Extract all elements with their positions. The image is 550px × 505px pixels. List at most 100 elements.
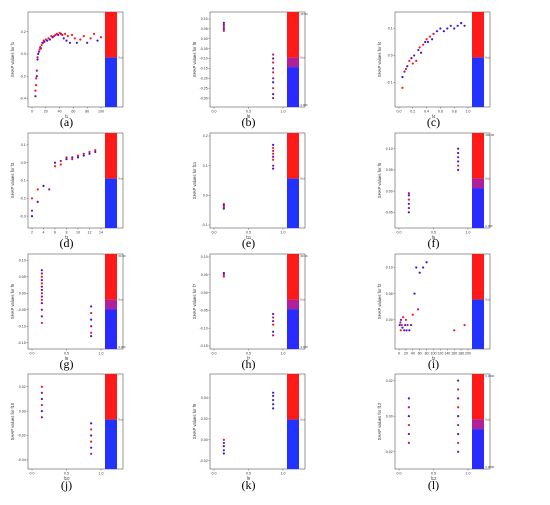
data-point — [407, 198, 410, 201]
data-point — [222, 25, 225, 28]
panel-8: f(x) 30.00 3.000 0.0 0.5 1.0 0.10 0.05 0.00 -0.05… — [192, 253, 308, 371]
y-axis-label: SHAP values for f12 — [377, 402, 382, 440]
y-tick-label: 0.00 — [201, 37, 208, 41]
x-tick-label: 8 — [66, 231, 68, 235]
data-point — [82, 154, 85, 157]
colorbar-low — [105, 419, 117, 469]
data-point — [457, 388, 460, 391]
y-tick-label: 0.10 — [19, 258, 26, 262]
data-point — [405, 329, 408, 332]
x-tick-label: 1.0 — [281, 352, 286, 356]
data-point — [90, 335, 93, 338]
x-axis-label: f11 — [246, 235, 252, 240]
y-tick-label: -0.1 — [202, 223, 208, 227]
data-point — [222, 441, 225, 445]
y-tick-label: 0.10 — [201, 255, 208, 259]
data-point — [40, 278, 43, 282]
colorbar-low — [105, 178, 117, 228]
x-tick-label: 1.0 — [281, 472, 286, 476]
x-tick-label: 0.0 — [30, 472, 35, 476]
data-point — [222, 23, 225, 26]
colorbar-low — [287, 419, 299, 469]
x-tick-label: 0 — [31, 110, 33, 114]
data-point — [53, 161, 57, 164]
data-point — [407, 211, 410, 214]
plot-frame — [209, 132, 306, 229]
y-tick-label: 0.10 — [201, 17, 208, 21]
colorbar-high — [105, 254, 117, 300]
data-point — [76, 156, 80, 159]
data-point — [413, 292, 416, 295]
colorbar-label: f(x) — [119, 177, 123, 181]
x-tick-label: 1.0 — [281, 231, 286, 235]
data-point — [457, 432, 460, 436]
y-axis-label: SHAP values for f1 — [10, 41, 15, 77]
x-tick-label: 0.5 — [246, 352, 251, 356]
x-axis-label: f10 — [64, 476, 70, 481]
data-point — [272, 146, 275, 149]
x-tick-label: 1.0 — [466, 472, 471, 476]
data-point — [94, 150, 97, 154]
y-tick-label: 0.04 — [201, 396, 208, 400]
data-point — [422, 266, 425, 269]
data-point — [89, 37, 92, 40]
y-tick-label: 0.05 — [386, 292, 393, 296]
data-point — [457, 151, 460, 155]
data-point — [442, 30, 445, 33]
data-point — [57, 33, 60, 37]
x-tick-label: 0.0 — [212, 472, 217, 476]
data-point — [40, 315, 43, 318]
data-point — [272, 164, 275, 167]
data-point — [90, 428, 93, 431]
y-tick-label: -0.25 — [200, 86, 208, 90]
plot-frame — [27, 11, 124, 108]
y-tick-label: 0.05 — [19, 275, 26, 279]
x-tick-label: 0.4 — [424, 110, 429, 114]
data-point — [93, 32, 96, 36]
x-tick-label: 100 — [431, 352, 437, 356]
x-tick-label: 0.2 — [410, 110, 415, 114]
panel-label: (b) — [242, 115, 256, 129]
colorbar-high — [287, 12, 299, 58]
data-point — [90, 452, 93, 455]
y-tick-label: -0.20 — [200, 76, 208, 80]
panel-1: f(x) 0 20 40 60 80 100 -0.4 -0.2 0.0 0.2 f1 SHAP val… — [10, 11, 124, 129]
data-point — [446, 27, 449, 30]
data-point — [431, 38, 434, 41]
y-tick-label: -0.05 — [18, 308, 26, 312]
data-point — [73, 37, 76, 40]
y-tick-label: 0.0 — [21, 161, 26, 165]
y-tick-label: 0.00 — [19, 291, 26, 295]
colorbar-tick-bottom: 3.000 — [301, 345, 308, 349]
y-tick-label: -0.10 — [200, 57, 208, 61]
data-point — [272, 330, 275, 333]
data-point — [406, 65, 409, 68]
panel-label: (e) — [242, 236, 255, 250]
plot-frame — [394, 373, 491, 470]
x-tick-label: 0.0 — [397, 472, 402, 476]
panel-9: f(x) 0 20 40 60 80 100 120 140 160 180 200 0.00 0.05 0… — [377, 253, 491, 371]
panel-2: f(x) 15.00 2.000 0.0 0.5 1.0 0.10 0.05 0.00 -0.05… — [192, 11, 308, 129]
data-point — [86, 41, 89, 44]
data-point — [399, 318, 403, 321]
x-tick-label: 0.0 — [212, 231, 217, 235]
colorbar-tick-top: 0.4000 — [486, 374, 495, 378]
data-point — [407, 423, 410, 427]
data-point — [416, 308, 420, 311]
panel-6: f(x) 200.00 0.000 0.0 0.5 1.0 -0.05 0.00 0.05 0.1… — [377, 132, 494, 250]
data-point — [401, 86, 404, 89]
x-tick-label: 20 — [44, 110, 48, 114]
data-point — [88, 150, 91, 154]
colorbar-low — [287, 309, 299, 349]
data-point — [222, 452, 225, 455]
panel-label: (h) — [242, 357, 256, 371]
y-tick-label: 0.1 — [21, 143, 26, 147]
colorbar-mid — [287, 299, 299, 310]
colorbar-high — [472, 374, 484, 420]
data-point — [409, 323, 413, 327]
y-tick-label: 0.0 — [388, 54, 393, 58]
data-point — [415, 266, 418, 269]
data-point — [222, 29, 225, 32]
colorbar-mid — [287, 57, 299, 68]
y-axis-label: SHAP values for f6 — [10, 283, 15, 319]
